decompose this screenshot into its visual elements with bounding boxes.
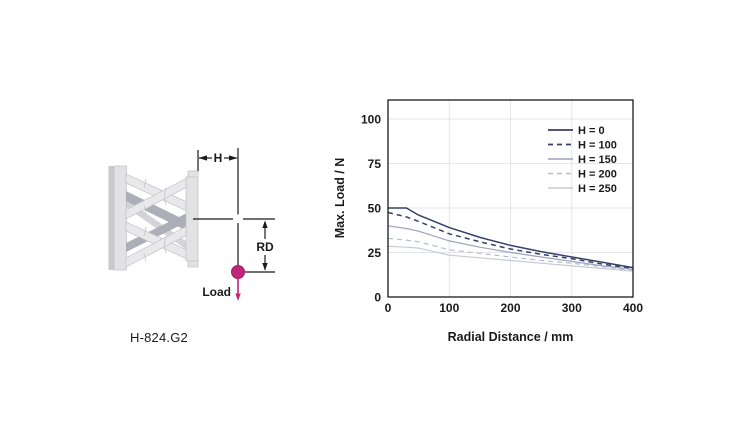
legend-label: H = 0: [578, 125, 605, 137]
legend-label: H = 150: [578, 154, 617, 166]
chart-curves: [387, 207, 634, 272]
curve-H=250: [387, 245, 634, 272]
x-tick-label: 0: [385, 301, 392, 315]
chart-legend: H = 0 H = 100 H = 150 H = 200 H = 250: [548, 125, 617, 195]
x-tick-label: 100: [439, 301, 459, 315]
legend-label: H = 200: [578, 168, 617, 180]
y-tick-label: 0: [374, 291, 381, 305]
curve-H=200: [387, 237, 634, 271]
chart-gridlines: [388, 100, 633, 297]
y-axis-title: Max. Load / N: [333, 158, 347, 239]
hexapod-diagram: H RD Load: [108, 148, 275, 301]
dimension-lines: [193, 148, 275, 273]
model-label: H-824.G2: [130, 330, 188, 345]
legend-label: H = 100: [578, 139, 617, 151]
y-tick-label: 25: [368, 246, 382, 260]
y-tick-label: 100: [361, 113, 381, 127]
x-tick-label: 400: [623, 301, 643, 315]
curve-H=100: [387, 211, 634, 270]
x-tick-label: 200: [500, 301, 520, 315]
load-point: [231, 265, 245, 301]
plot-border: [387, 99, 634, 298]
hexapod-strut-joints: [143, 178, 167, 263]
hexapod-base-plate: [108, 165, 127, 271]
dim-h-label: H: [214, 151, 223, 165]
legend-label: H = 250: [578, 183, 617, 195]
chart-tick-labels: 0 25 50 75 100 0 100 200 300 400: [361, 113, 643, 315]
y-tick-label: 75: [368, 157, 382, 171]
dim-rd-label: RD: [256, 240, 274, 254]
dimension-arrowheads: [198, 155, 268, 271]
y-tick-label: 50: [368, 202, 382, 216]
load-label: Load: [202, 285, 231, 299]
curve-H=0: [388, 207, 634, 269]
x-axis-title: Radial Distance / mm: [448, 330, 574, 344]
hexapod-struts: [125, 173, 188, 268]
curve-H=150: [387, 225, 634, 270]
x-tick-label: 300: [562, 301, 582, 315]
load-arrow-icon: [235, 293, 241, 301]
